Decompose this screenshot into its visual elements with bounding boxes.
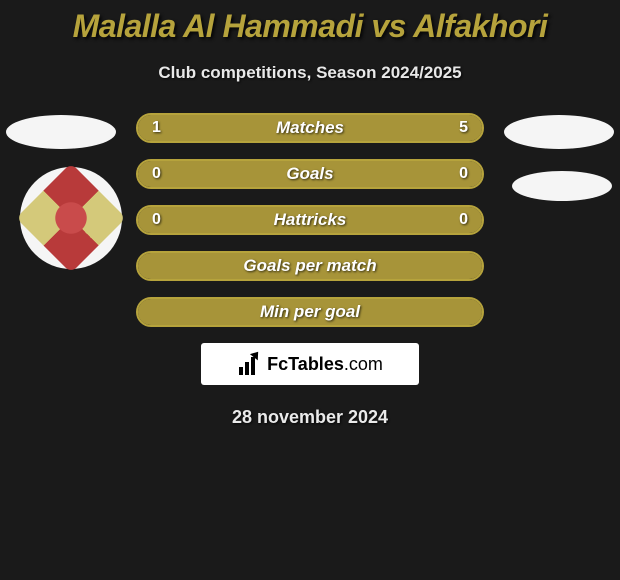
stat-value-right: 0 bbox=[459, 207, 468, 233]
comparison-bars: Matches15Goals00Hattricks00Goals per mat… bbox=[136, 113, 484, 327]
player-left-badge bbox=[6, 115, 116, 149]
brand-name: FcTables bbox=[267, 354, 344, 374]
stat-value-left: 0 bbox=[152, 161, 161, 187]
brand-chart-icon bbox=[237, 353, 263, 375]
page-title: Malalla Al Hammadi vs Alfakhori bbox=[0, 0, 620, 45]
stat-row-matches: Matches1 5 bbox=[136, 113, 484, 143]
brand-domain: .com bbox=[344, 354, 383, 374]
stat-value-left: 0 bbox=[152, 207, 161, 233]
stat-label: Goals per match bbox=[138, 253, 482, 279]
stat-value-right: 5 bbox=[459, 115, 468, 141]
stat-row-goals-per-match: Goals per match bbox=[136, 251, 484, 281]
stat-label: Min per goal bbox=[138, 299, 482, 325]
player-right-badge bbox=[504, 115, 614, 149]
brand-text: FcTables.com bbox=[267, 354, 383, 375]
player-left-club-logo bbox=[20, 167, 122, 269]
stat-row-hattricks: Hattricks0 0 bbox=[136, 205, 484, 235]
brand-box[interactable]: FcTables.com bbox=[201, 343, 419, 385]
stat-row-min-per-goal: Min per goal bbox=[136, 297, 484, 327]
stat-value-left: 1 bbox=[152, 115, 161, 141]
club-logo-icon bbox=[16, 163, 126, 273]
stat-value-right: 0 bbox=[459, 161, 468, 187]
footer-date: 28 november 2024 bbox=[0, 407, 620, 428]
player-right-club-logo bbox=[512, 171, 612, 201]
stat-label: Matches bbox=[138, 115, 482, 141]
page-subtitle: Club competitions, Season 2024/2025 bbox=[0, 63, 620, 83]
stat-row-goals: Goals0 0 bbox=[136, 159, 484, 189]
comparison-area: Matches15Goals00Hattricks00Goals per mat… bbox=[0, 113, 620, 327]
stat-label: Hattricks bbox=[138, 207, 482, 233]
stat-label: Goals bbox=[138, 161, 482, 187]
